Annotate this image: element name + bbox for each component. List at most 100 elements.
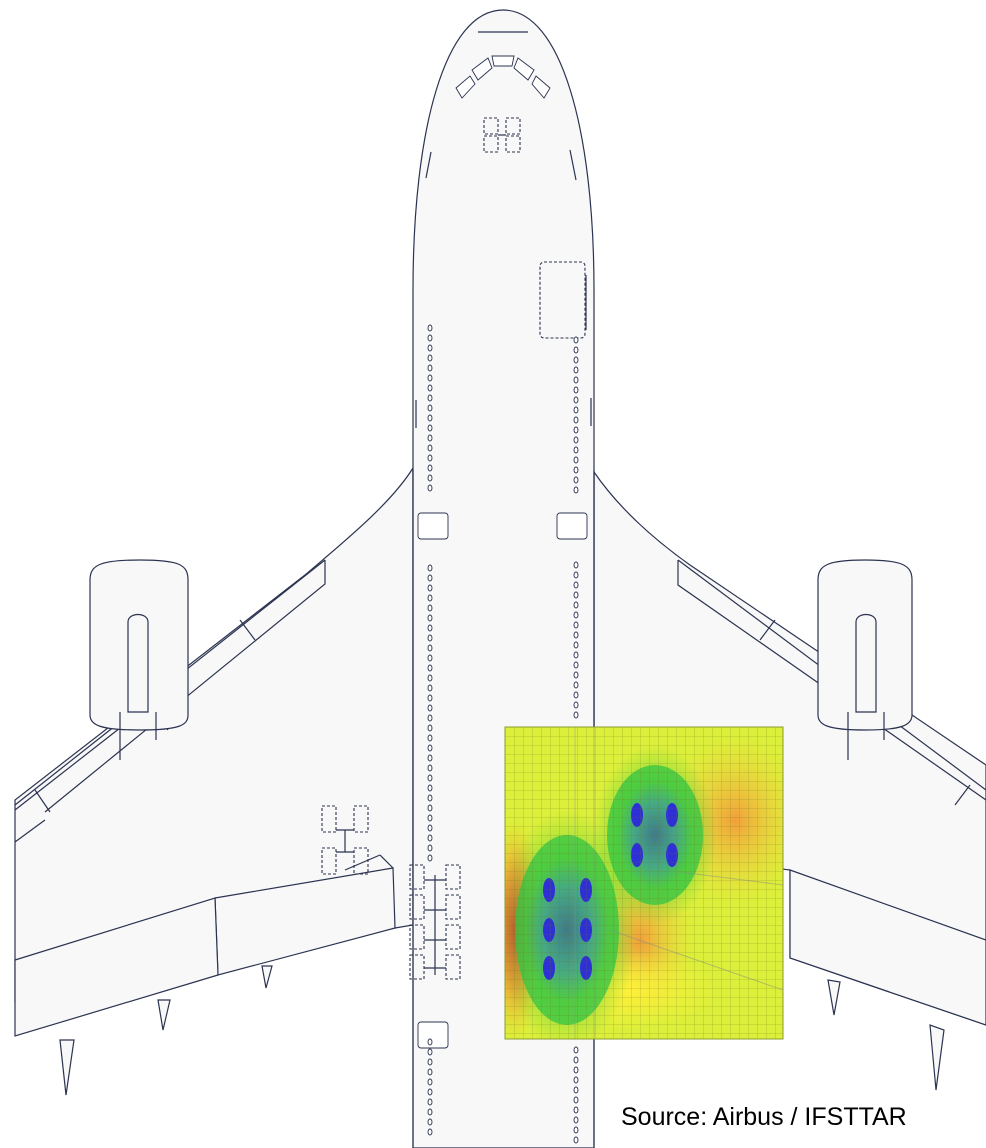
- cabin-window: [427, 694, 433, 702]
- cabin-window: [573, 366, 579, 374]
- cabin-window: [427, 804, 433, 812]
- cabin-window: [427, 1108, 433, 1116]
- cabin-window: [573, 711, 579, 719]
- cabin-window: [427, 384, 433, 392]
- cabin-window: [573, 651, 579, 659]
- cabin-window: [427, 854, 433, 862]
- cabin-window: [427, 1068, 433, 1076]
- left-engine: [89, 559, 189, 760]
- cabin-window: [427, 1088, 433, 1096]
- cabin-window: [427, 754, 433, 762]
- left-wing: [14, 465, 414, 1096]
- cabin-window: [573, 466, 579, 474]
- cabin-window: [427, 584, 433, 592]
- cabin-window: [427, 1098, 433, 1106]
- cabin-window: [573, 571, 579, 579]
- cabin-window: [427, 824, 433, 832]
- cabin-window: [427, 484, 433, 492]
- cabin-window: [427, 1128, 433, 1136]
- cabin-window: [427, 634, 433, 642]
- cabin-window: [427, 834, 433, 842]
- cabin-window: [427, 434, 433, 442]
- cabin-window: [573, 1086, 579, 1094]
- cabin-window: [427, 614, 433, 622]
- cabin-window: [573, 1056, 579, 1064]
- cabin-window: [427, 734, 433, 742]
- cabin-window: [427, 844, 433, 852]
- right-engine: [817, 559, 913, 760]
- cabin-window: [573, 436, 579, 444]
- cabin-window: [427, 464, 433, 472]
- cabin-window: [427, 574, 433, 582]
- cabin-window: [573, 476, 579, 484]
- cabin-window: [427, 1048, 433, 1056]
- cockpit-windows: [455, 55, 551, 99]
- cabin-window: [427, 764, 433, 772]
- cabin-window: [427, 654, 433, 662]
- cabin-window: [573, 396, 579, 404]
- cabin-window: [573, 1096, 579, 1104]
- stress-field-map: [505, 727, 783, 1039]
- cabin-window: [427, 714, 433, 722]
- cabin-window: [427, 814, 433, 822]
- cabin-window: [427, 474, 433, 482]
- cabin-window: [427, 414, 433, 422]
- cabin-window: [573, 386, 579, 394]
- cabin-window: [427, 704, 433, 712]
- cabin-window: [573, 611, 579, 619]
- cabin-window: [573, 581, 579, 589]
- cabin-window: [427, 564, 433, 572]
- cabin-window: [573, 1116, 579, 1124]
- cabin-window: [573, 591, 579, 599]
- cabin-window: [573, 691, 579, 699]
- cabin-window: [427, 724, 433, 732]
- cabin-window: [427, 684, 433, 692]
- cabin-window: [427, 744, 433, 752]
- cabin-window: [573, 426, 579, 434]
- cabin-window: [573, 621, 579, 629]
- nose-gear-icon: [483, 117, 521, 153]
- right-wing: [593, 470, 986, 1091]
- cabin-window: [427, 1118, 433, 1126]
- window-row-left: [427, 324, 433, 1136]
- cabin-window: [573, 601, 579, 609]
- cabin-window: [427, 444, 433, 452]
- cabin-window: [427, 374, 433, 382]
- cabin-window: [427, 664, 433, 672]
- cabin-window: [427, 354, 433, 362]
- cabin-window: [427, 454, 433, 462]
- cabin-window: [573, 456, 579, 464]
- cabin-window: [573, 406, 579, 414]
- cabin-window: [573, 681, 579, 689]
- cabin-window: [573, 336, 579, 344]
- cabin-window: [573, 1126, 579, 1134]
- cabin-window: [427, 394, 433, 402]
- window-row-right: [573, 336, 579, 1144]
- cabin-window: [427, 794, 433, 802]
- cabin-window: [427, 774, 433, 782]
- cabin-window: [427, 1058, 433, 1066]
- cabin-window: [427, 594, 433, 602]
- cabin-window: [573, 1046, 579, 1054]
- cabin-window: [573, 346, 579, 354]
- cabin-window: [573, 1066, 579, 1074]
- cabin-window: [427, 404, 433, 412]
- cabin-window: [427, 624, 433, 632]
- cabin-window: [427, 344, 433, 352]
- cabin-window: [573, 641, 579, 649]
- cabin-window: [573, 661, 579, 669]
- cabin-window: [573, 1136, 579, 1144]
- cabin-window: [573, 486, 579, 494]
- cabin-window: [573, 1106, 579, 1114]
- wing-gear-icon: [321, 805, 369, 875]
- cabin-window: [573, 561, 579, 569]
- cabin-window: [427, 784, 433, 792]
- cabin-window: [427, 324, 433, 332]
- source-credit: Source: Airbus / IFSTTAR: [621, 1103, 907, 1131]
- cabin-window: [573, 446, 579, 454]
- cabin-window: [573, 356, 579, 364]
- cabin-window: [427, 644, 433, 652]
- cabin-window: [573, 376, 579, 384]
- cabin-window: [427, 1038, 433, 1046]
